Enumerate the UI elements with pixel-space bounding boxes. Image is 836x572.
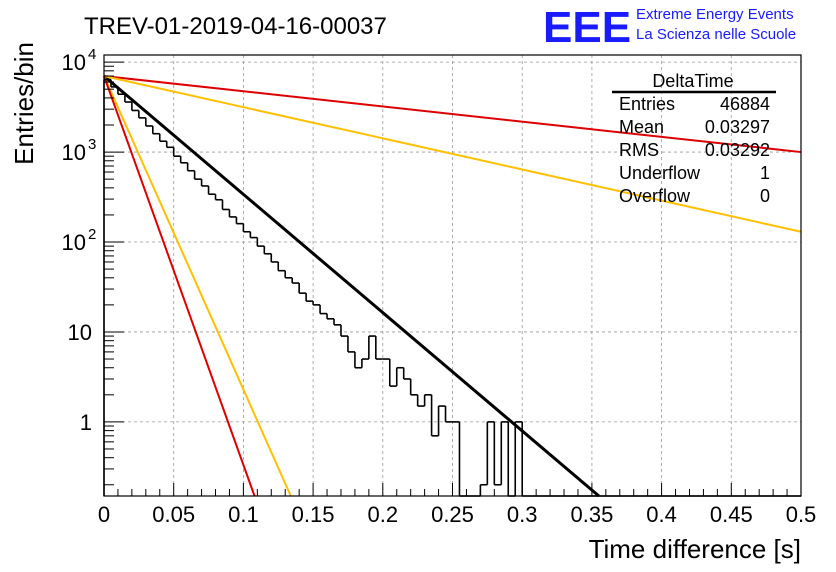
- y-tick-label: 10: [62, 140, 86, 165]
- stats-row-value: 46884: [720, 94, 770, 114]
- logo-mark: EEE: [543, 3, 631, 52]
- logo: EEE Extreme Energy Events La Scienza nel…: [543, 3, 796, 52]
- logo-line2: La Scienza nelle Scuole: [636, 26, 796, 43]
- y-tick-label: 10: [62, 230, 86, 255]
- fit-line: [103, 75, 292, 497]
- stats-row-label: Entries: [619, 94, 675, 114]
- x-tick-label: 0.45: [710, 502, 753, 527]
- fit-lines: [103, 74, 802, 498]
- stats-row-value: 0: [760, 186, 770, 206]
- stats-row-value: 0.03297: [705, 117, 770, 137]
- fit-line: [103, 74, 600, 498]
- x-tick-label: 0.1: [228, 502, 259, 527]
- x-tick-label: 0: [98, 502, 110, 527]
- x-tick-label: 0.15: [292, 502, 335, 527]
- x-axis-label: Time difference [s]: [589, 534, 801, 564]
- stats-row-label: Mean: [619, 117, 664, 137]
- fit-line: [103, 75, 802, 154]
- stats-title: DeltaTime: [652, 71, 733, 91]
- fit-line: [103, 75, 256, 497]
- stats-row-value: 1: [760, 163, 770, 183]
- y-tick-label: 10: [62, 50, 86, 75]
- y-tick-exponent: 2: [88, 226, 96, 243]
- x-tick-label: 0.3: [507, 502, 538, 527]
- y-tick-exponent: 3: [88, 136, 96, 153]
- x-tick-label: 0.4: [646, 502, 677, 527]
- grid: [103, 55, 802, 496]
- x-tick-label: 0.35: [570, 502, 613, 527]
- stats-row-value: 0.03292: [705, 140, 770, 160]
- chart-title: TREV-01-2019-04-16-00037: [84, 13, 387, 40]
- stats-row-label: Underflow: [619, 163, 701, 183]
- x-tick-label: 0.25: [431, 502, 474, 527]
- y-axis-label: Entries/bin: [9, 42, 39, 165]
- y-tick-label: 10: [68, 320, 92, 345]
- logo-line1: Extreme Energy Events: [636, 6, 794, 23]
- stats-row-label: RMS: [619, 140, 659, 160]
- y-tick-label: 1: [80, 410, 92, 435]
- stats-row-label: Overflow: [619, 186, 691, 206]
- x-tick-label: 0.5: [786, 502, 817, 527]
- x-axis: 0 0.05 0.1 0.15 0.2 0.25 0.3 0.35 0.4 0.45 0.5: [98, 483, 816, 527]
- fit-line: [103, 75, 802, 233]
- y-tick-exponent: 4: [88, 46, 96, 63]
- x-tick-label: 0.05: [152, 502, 195, 527]
- stats-box: DeltaTime Entries 46884 Mean 0.03297 RMS 0.03…: [612, 71, 776, 206]
- x-tick-label: 0.2: [368, 502, 399, 527]
